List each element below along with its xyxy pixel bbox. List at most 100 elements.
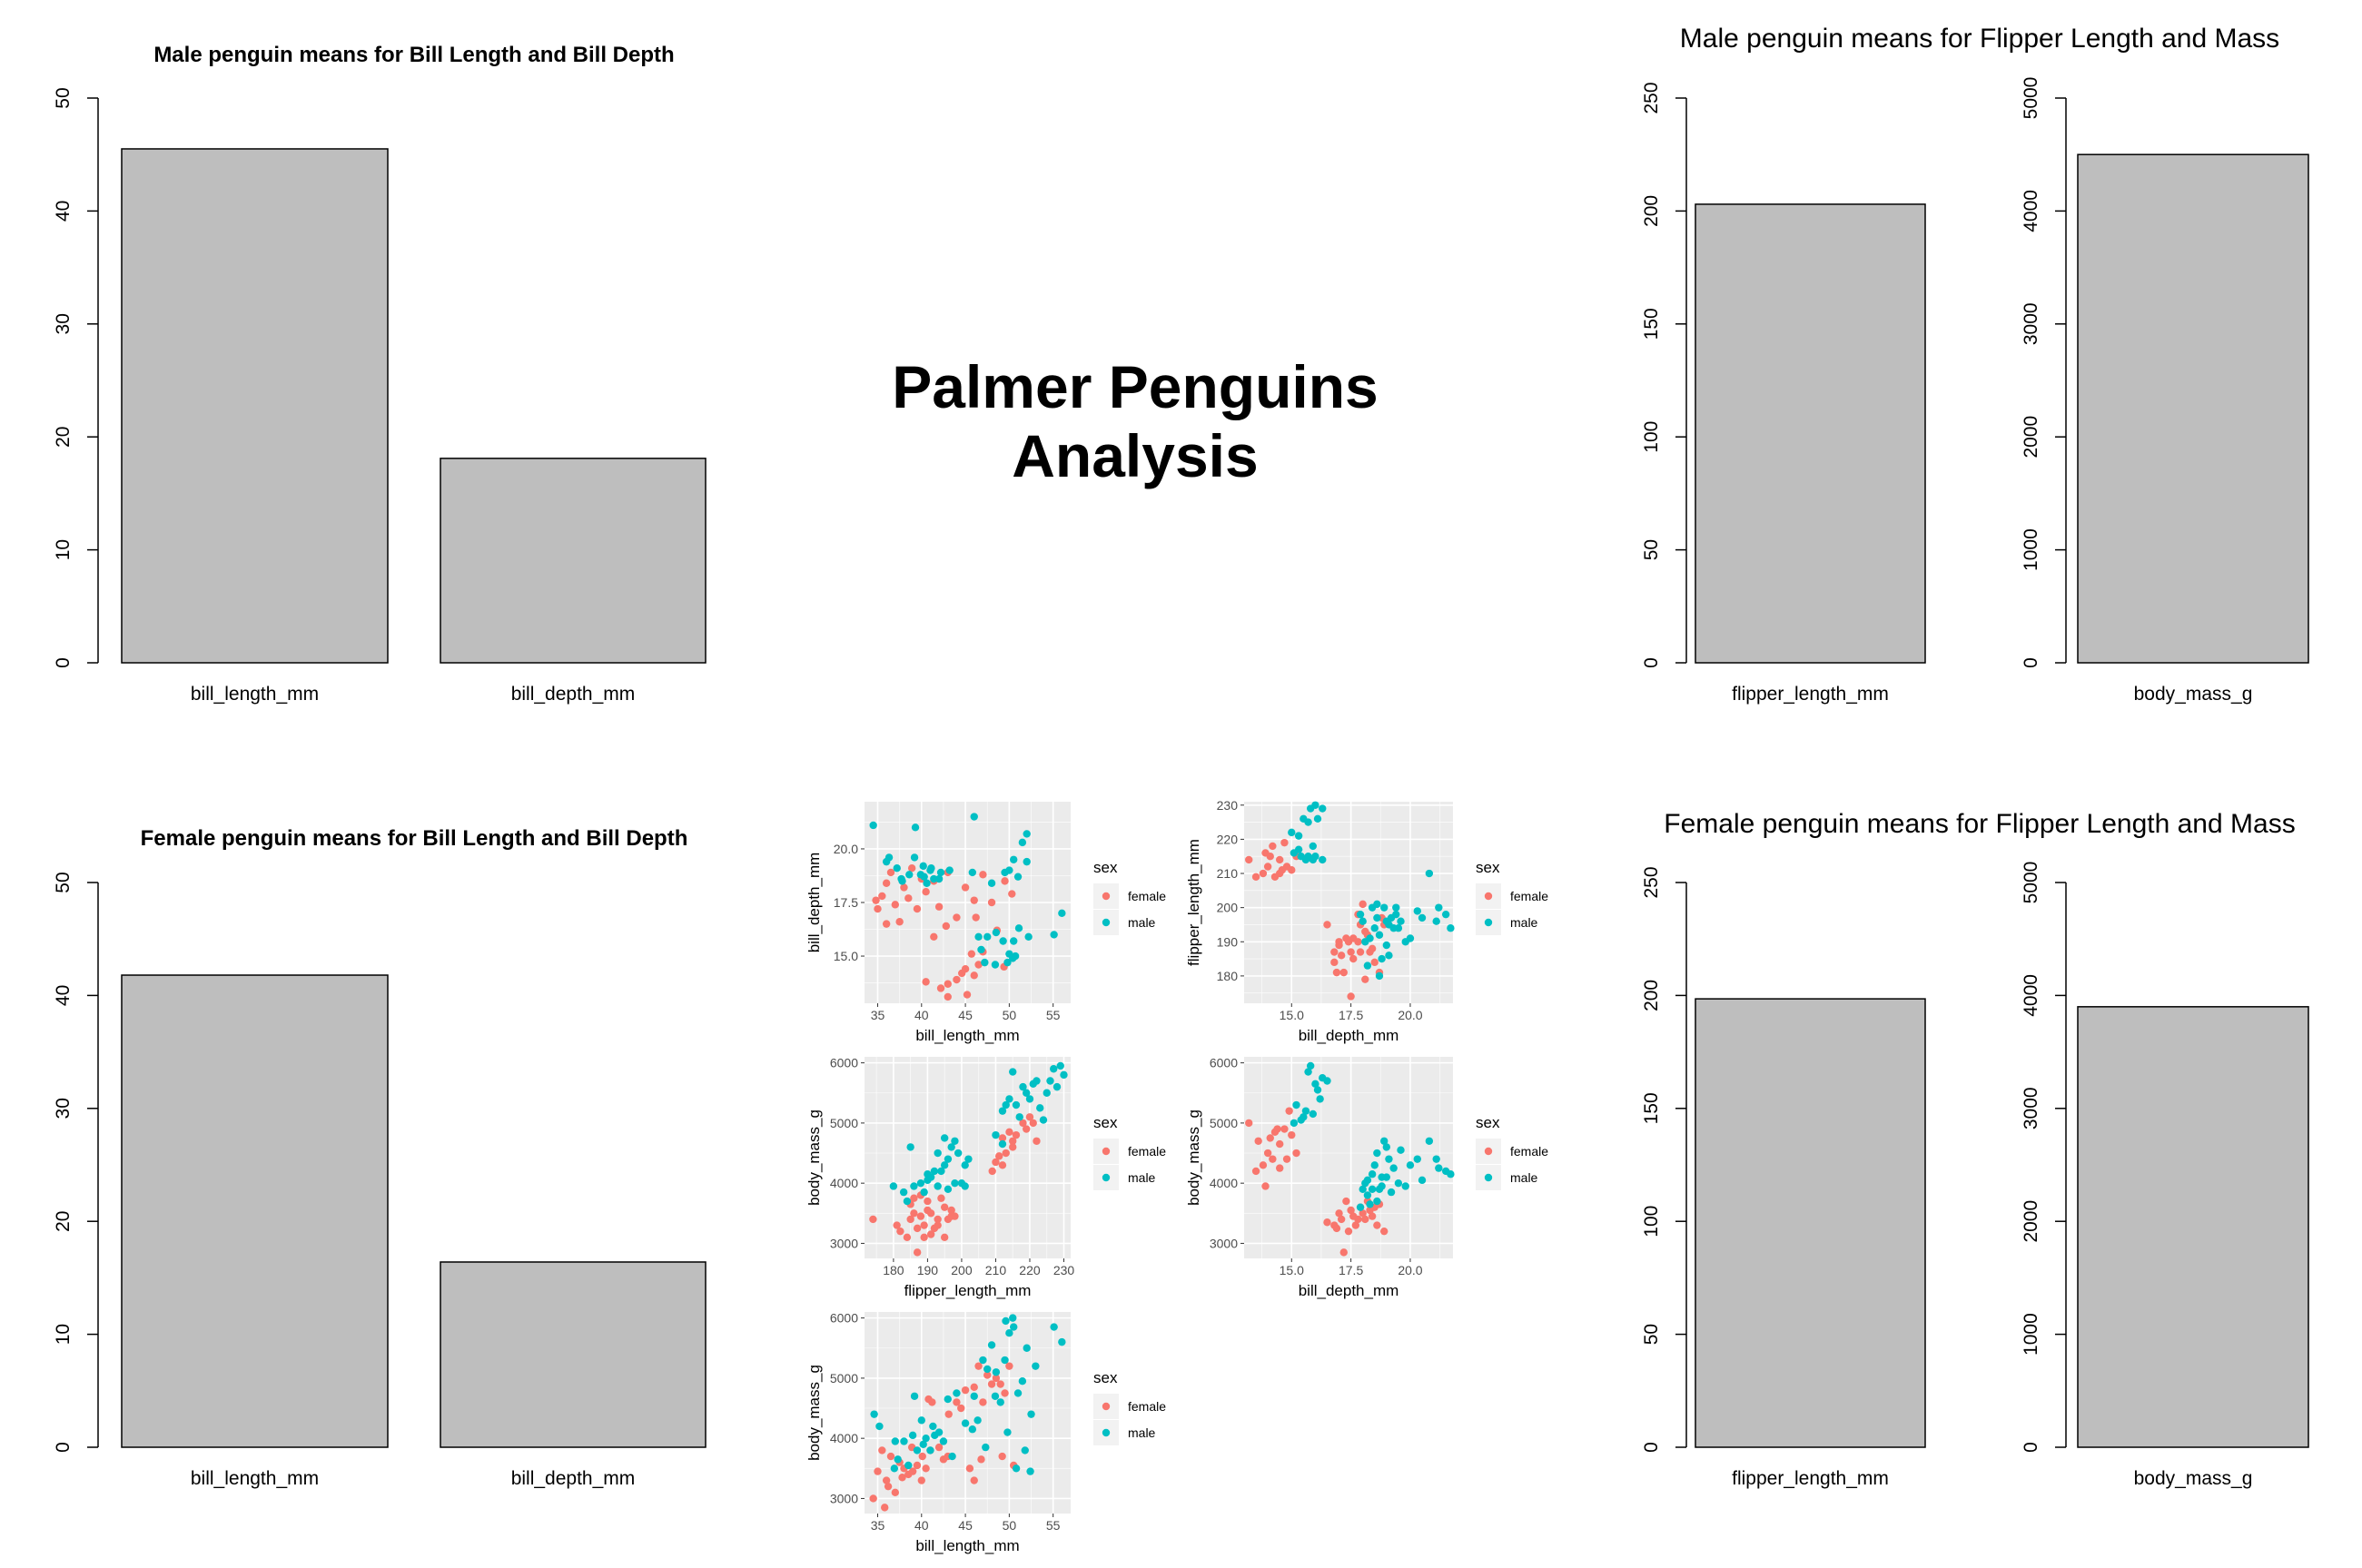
data-point-male [1010,855,1018,863]
x-axis-label: bill_length_mm [915,1537,1019,1554]
y-tick-label: 4000 [830,1176,858,1190]
x-tick-label: 200 [951,1263,973,1277]
data-point-female [920,1221,928,1229]
data-point-female [1025,1113,1034,1121]
data-point-male [1012,1100,1021,1109]
data-point-male [900,1437,908,1445]
data-point-female [1330,958,1339,967]
x-tick-label: 45 [958,1518,973,1533]
y-tick-label: 0 [2021,657,2041,668]
page-title: Palmer Penguins Analysis [892,353,1379,489]
data-point-male [1026,1467,1034,1475]
data-point-female [1276,1139,1284,1149]
data-point-male [924,1170,932,1178]
data-point-male [1002,1317,1010,1326]
data-point-female [1373,1221,1381,1229]
data-point-male [1316,1095,1324,1103]
data-point-female [917,1476,925,1484]
data-point-male [970,1392,978,1400]
x-tick-label: 210 [985,1263,1007,1277]
chart-title: Male penguin means for Bill Length and B… [153,43,674,67]
y-tick-label: 100 [1641,421,1662,453]
legend-key-male [1484,918,1493,927]
data-point-male [930,874,938,883]
data-point-female [953,913,961,922]
data-point-male [998,1139,1007,1149]
data-point-male [983,932,992,941]
chart-title: Male penguin means for Flipper Length an… [1680,24,2279,54]
y-tick-label: 200 [1217,901,1239,915]
data-point-male [1023,1089,1031,1097]
data-point-male [1382,941,1391,950]
data-point-male [1385,952,1393,960]
chart-title: Female penguin means for Flipper Length … [1664,809,2295,839]
data-point-female [965,1464,974,1473]
data-point-female [958,969,966,978]
data-point-female [1337,1215,1346,1224]
data-point-female [1259,869,1268,878]
data-point-male [1413,1155,1421,1163]
data-point-male [1036,1104,1044,1112]
data-point-female [961,883,970,892]
data-point-male [951,1178,959,1188]
data-point-female [1330,948,1339,956]
data-point-female [1332,1224,1341,1233]
legend-label: male [1510,915,1538,930]
legend-key-female [1102,892,1111,901]
y-tick-label: 10 [53,1324,74,1345]
data-point-male [1359,917,1367,925]
data-point-male [1366,934,1374,942]
data-point-male [1309,1109,1317,1119]
data-point-female [1354,1215,1362,1224]
data-point-male [992,928,1001,937]
data-point-male [992,1130,1000,1139]
data-point-male [1005,1095,1013,1103]
data-point-female [1342,934,1350,942]
y-tick-label: 50 [53,872,74,892]
data-point-female [1005,1128,1013,1137]
legend-key-male [1484,1173,1493,1182]
bar-chart-female-mass: 0 1000 2000 3000 4000 5000 body_mass_g [2021,862,2309,1489]
data-point-female [970,896,978,904]
data-point-male [1425,869,1434,878]
legend-label: male [1128,1170,1156,1185]
data-point-male [869,821,877,830]
x-tick-label: 35 [871,1518,885,1533]
bar [2077,1006,2309,1448]
data-point-female [1033,1137,1041,1145]
y-tick-label: 3000 [2021,1087,2041,1129]
data-point-female [1280,1125,1289,1133]
data-point-male [1039,1116,1048,1124]
plot-panel [865,1312,1071,1514]
data-point-male [1306,1061,1315,1070]
data-point-male [992,1368,1001,1376]
y-tick-label: 3000 [830,1236,858,1250]
plot-panel [1244,802,1453,1003]
data-point-female [869,1494,877,1503]
data-point-male [1013,1389,1023,1397]
data-point-female [913,1461,922,1470]
data-point-male [1387,1188,1396,1197]
data-point-male [982,1443,990,1452]
y-tick-label: 20 [53,427,74,448]
data-point-male [934,1149,942,1158]
legend-label: male [1128,915,1156,930]
data-point-male [1292,1100,1300,1109]
data-point-male [934,874,944,883]
data-point-male [926,1446,934,1455]
data-point-male [1053,1082,1062,1091]
data-point-female [1251,873,1260,881]
data-point-female [930,932,938,941]
data-point-male [875,1422,884,1431]
x-category-label: bill_depth_mm [511,1468,636,1489]
data-point-female [891,1488,900,1497]
x-tick-label: 40 [914,1518,929,1533]
data-point-female [1282,1155,1291,1163]
data-point-male [1023,857,1031,866]
legend-title: sex [1476,859,1500,876]
data-point-male [910,1182,918,1190]
data-point-female [1261,1182,1270,1190]
y-tick-label: 30 [53,313,74,334]
data-point-male [940,1134,949,1142]
